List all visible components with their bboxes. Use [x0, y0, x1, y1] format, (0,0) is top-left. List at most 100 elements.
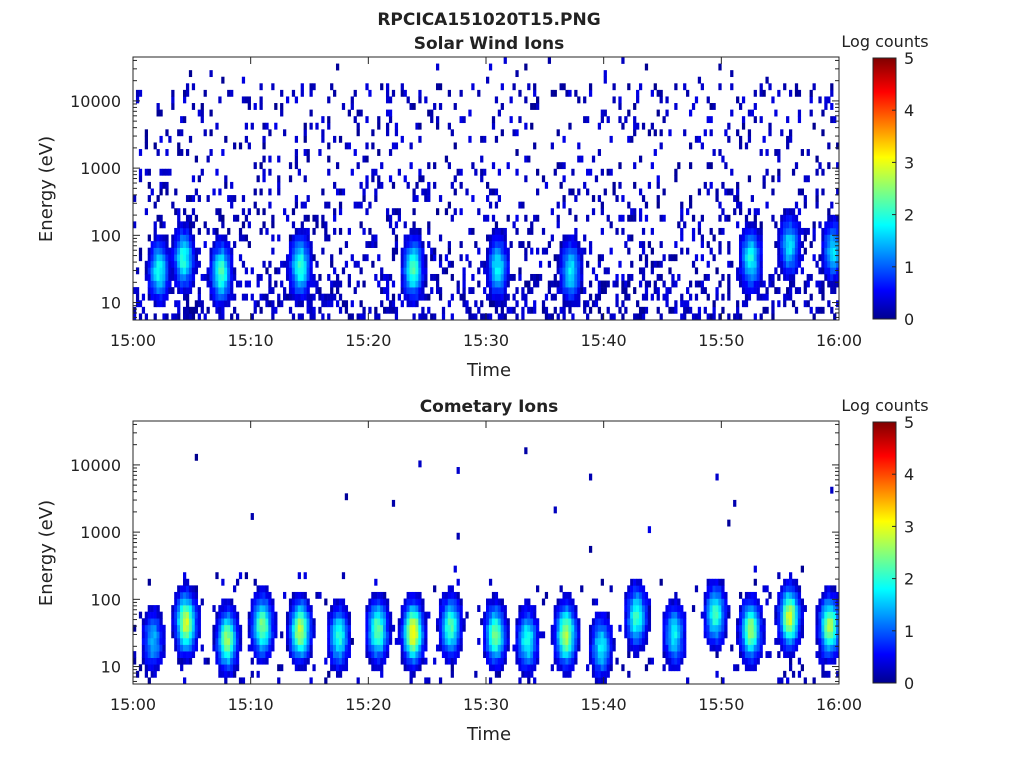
heatmap-cell: [686, 300, 690, 308]
heatmap-cell: [462, 280, 466, 288]
heatmap-cell: [421, 241, 425, 248]
heatmap-cell: [347, 109, 351, 117]
heatmap-cell: [580, 280, 584, 288]
heatmap-cell: [238, 234, 243, 242]
heatmap-cell: [688, 280, 693, 288]
heatmap-cell: [524, 155, 528, 163]
heatmap-cell: [600, 168, 604, 176]
heatmap-cell: [212, 280, 216, 288]
heatmap-cell: [333, 631, 337, 639]
heatmap-cell: [150, 637, 154, 645]
heatmap-cell: [565, 644, 569, 652]
heatmap-cell: [409, 624, 413, 632]
heatmap-cell: [765, 598, 769, 606]
heatmap-cell: [256, 624, 260, 632]
heatmap-cell: [674, 306, 678, 314]
heatmap-cell: [750, 273, 754, 281]
heatmap-cell: [406, 293, 410, 301]
heatmap-cell: [715, 605, 719, 612]
heatmap-cell: [724, 162, 728, 170]
heatmap-cell: [488, 637, 493, 645]
heatmap-cell: [409, 631, 413, 639]
heatmap-cell: [815, 306, 819, 314]
heatmap-cell: [403, 618, 407, 626]
heatmap-cell: [803, 280, 807, 288]
heatmap-cell: [253, 188, 257, 196]
heatmap-cell: [374, 241, 378, 248]
heatmap-cell: [171, 631, 175, 639]
heatmap-cell: [747, 241, 752, 248]
heatmap-cell: [597, 260, 602, 268]
heatmap-cell: [230, 280, 234, 288]
heatmap-cell: [500, 300, 504, 308]
heatmap-cell: [574, 247, 578, 255]
heatmap-cell: [412, 624, 416, 632]
heatmap-cell: [300, 280, 304, 288]
heatmap-cell: [809, 273, 813, 281]
heatmap-cell: [612, 644, 616, 652]
heatmap-cell: [524, 651, 528, 659]
heatmap-cell: [374, 611, 378, 619]
heatmap-cell: [559, 585, 563, 593]
heatmap-cell: [312, 273, 316, 281]
heatmap-cell: [683, 611, 687, 619]
heatmap-cell: [388, 214, 393, 222]
heatmap-cell: [183, 585, 187, 593]
heatmap-cell: [233, 624, 237, 632]
heatmap-cell: [453, 208, 457, 216]
heatmap-cell: [518, 651, 522, 659]
heatmap-cell: [200, 103, 204, 110]
heatmap-cell: [836, 605, 840, 612]
heatmap-cell: [218, 260, 222, 268]
heatmap-cell: [206, 273, 210, 281]
heatmap-cell: [594, 670, 599, 678]
heatmap-cell: [297, 624, 301, 632]
heatmap-cell: [556, 280, 560, 288]
heatmap-cell: [391, 142, 396, 150]
heatmap-cell: [218, 247, 222, 255]
heatmap-cell: [627, 585, 631, 593]
heatmap-cell: [297, 598, 301, 606]
heatmap-cell: [627, 637, 631, 645]
heatmap-cell: [209, 280, 213, 288]
heatmap-cell: [171, 103, 175, 110]
heatmap-cell: [306, 598, 310, 606]
heatmap-cell: [633, 313, 637, 321]
heatmap-cell: [821, 109, 825, 117]
heatmap-cell: [309, 637, 313, 645]
heatmap-cell: [715, 644, 719, 652]
heatmap-cell: [391, 181, 396, 189]
heatmap-cell: [833, 637, 837, 645]
heatmap-cell: [180, 260, 184, 268]
heatmap-cell: [247, 624, 251, 632]
heatmap-cell: [630, 135, 634, 143]
heatmap-cell: [418, 227, 422, 235]
heatmap-cell: [233, 664, 237, 672]
heatmap-cell: [224, 664, 228, 672]
heatmap-cell: [218, 644, 222, 652]
heatmap-cell: [153, 287, 157, 295]
heatmap-cell: [459, 293, 463, 301]
heatmap-cell: [636, 611, 640, 619]
heatmap-cell: [235, 637, 240, 645]
heatmap-cell: [135, 287, 140, 295]
heatmap-cell: [300, 664, 304, 672]
heatmap-cell: [783, 247, 787, 255]
heatmap-cell: [753, 657, 757, 665]
heatmap-cell: [156, 214, 160, 222]
heatmap-cell: [491, 267, 496, 275]
heatmap-cell: [333, 664, 337, 672]
heatmap-cell: [377, 122, 381, 130]
heatmap-cell: [791, 273, 796, 281]
heatmap-cell: [265, 631, 269, 639]
heatmap-cell: [221, 644, 225, 652]
heatmap-cell: [603, 624, 607, 632]
heatmap-cell: [712, 611, 716, 619]
heatmap-cell: [571, 273, 575, 281]
heatmap-cell: [218, 208, 222, 216]
heatmap-cell: [821, 247, 825, 255]
heatmap-cell: [321, 135, 325, 143]
heatmap-cell: [536, 651, 540, 659]
heatmap-cell: [715, 188, 719, 196]
heatmap-cell: [747, 273, 752, 281]
